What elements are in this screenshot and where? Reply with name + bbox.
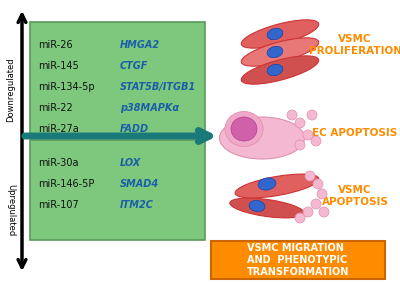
Ellipse shape	[241, 38, 319, 66]
Ellipse shape	[267, 28, 283, 40]
Text: VSMC
PROLIFERATION: VSMC PROLIFERATION	[308, 34, 400, 56]
Circle shape	[319, 207, 329, 217]
Ellipse shape	[235, 174, 319, 198]
Circle shape	[295, 213, 305, 223]
Text: miR-134-5p: miR-134-5p	[38, 82, 95, 92]
Circle shape	[303, 207, 313, 217]
Circle shape	[303, 130, 313, 140]
Text: CTGF: CTGF	[120, 61, 148, 71]
Ellipse shape	[231, 117, 257, 141]
Text: miR-107: miR-107	[38, 200, 79, 210]
Text: VSMC
APOPTOSIS: VSMC APOPTOSIS	[322, 185, 388, 207]
Ellipse shape	[241, 56, 319, 84]
Circle shape	[313, 179, 323, 189]
Text: EC APOPTOSIS: EC APOPTOSIS	[312, 128, 398, 138]
Ellipse shape	[249, 201, 265, 212]
Text: ITM2C: ITM2C	[120, 200, 154, 210]
Text: STAT5B/ITGB1: STAT5B/ITGB1	[120, 82, 196, 92]
Text: miR-27a: miR-27a	[38, 124, 79, 134]
Text: miR-30a: miR-30a	[38, 158, 78, 168]
Text: Upregulated: Upregulated	[6, 184, 16, 236]
Ellipse shape	[267, 64, 283, 76]
Text: miR-146-5P: miR-146-5P	[38, 179, 94, 189]
Text: LOX: LOX	[120, 158, 141, 168]
Circle shape	[305, 171, 315, 181]
Text: FADD: FADD	[120, 124, 149, 134]
Text: SMAD4: SMAD4	[120, 179, 159, 189]
Circle shape	[317, 189, 327, 199]
Text: miR-22: miR-22	[38, 103, 73, 113]
Ellipse shape	[267, 46, 283, 58]
Circle shape	[311, 199, 321, 209]
Circle shape	[295, 118, 305, 128]
FancyBboxPatch shape	[30, 140, 205, 240]
Text: miR-26: miR-26	[38, 40, 73, 50]
Ellipse shape	[258, 178, 276, 190]
Text: p38MAPKα: p38MAPKα	[120, 103, 179, 113]
Text: Downregulated: Downregulated	[6, 58, 16, 122]
FancyBboxPatch shape	[30, 22, 205, 137]
Text: HMGA2: HMGA2	[120, 40, 160, 50]
FancyBboxPatch shape	[211, 241, 385, 279]
Circle shape	[307, 110, 317, 120]
Ellipse shape	[220, 117, 304, 159]
Ellipse shape	[230, 198, 304, 218]
Ellipse shape	[225, 111, 263, 147]
Circle shape	[311, 136, 321, 146]
Circle shape	[295, 140, 305, 150]
Text: miR-145: miR-145	[38, 61, 79, 71]
Circle shape	[287, 110, 297, 120]
Ellipse shape	[241, 20, 319, 48]
Text: VSMC MIGRATION
AND  PHENOTYPIC
TRANSFORMATION: VSMC MIGRATION AND PHENOTYPIC TRANSFORMA…	[247, 243, 349, 277]
